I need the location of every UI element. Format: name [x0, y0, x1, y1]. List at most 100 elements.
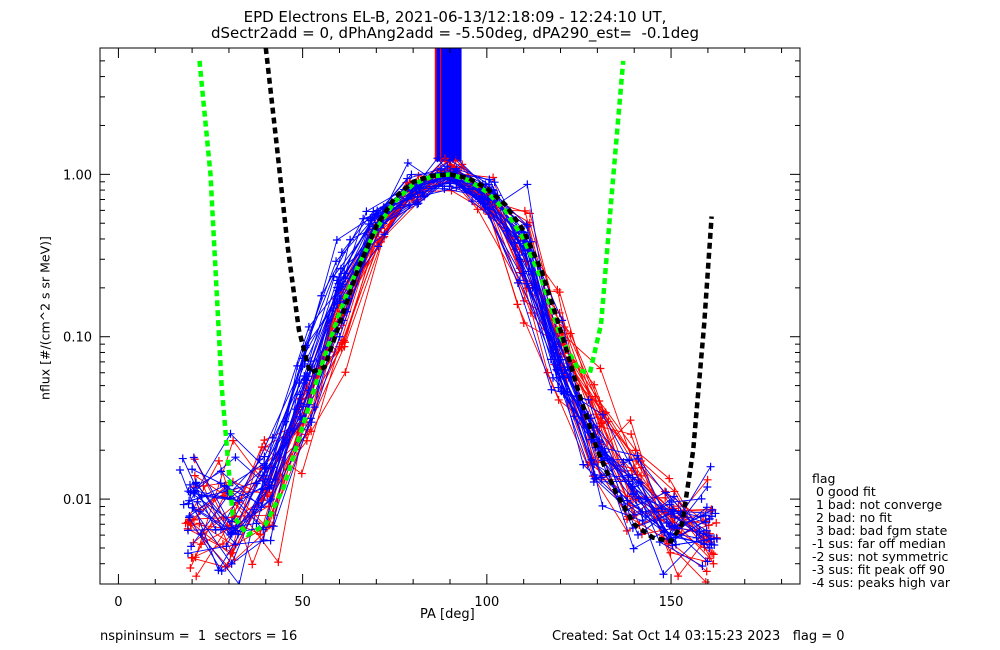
series-1-point	[281, 417, 290, 426]
series-1-point	[420, 192, 429, 201]
series-1-point	[703, 482, 712, 491]
x-tick-label: 100	[474, 595, 499, 610]
series-1-point	[490, 178, 499, 187]
series-0-point	[702, 567, 711, 576]
series-1-point	[335, 332, 344, 341]
series-1-point	[662, 488, 671, 497]
series-1-point	[189, 453, 198, 462]
series-1-point	[337, 248, 346, 257]
series-1-point	[414, 199, 423, 208]
series-0-point	[341, 368, 350, 377]
legend-item: 0 good fit	[812, 484, 876, 499]
series-1-point	[443, 162, 452, 171]
series-0-point	[489, 173, 498, 182]
series-0-point	[553, 285, 562, 294]
series-1-point	[187, 542, 196, 551]
series-1-point	[369, 207, 378, 216]
series-1-point	[513, 278, 522, 287]
series-1-point	[403, 158, 412, 167]
series-1-point	[638, 507, 647, 516]
series-1-point	[193, 497, 202, 506]
series-1-trace	[188, 172, 705, 572]
series-1-point	[555, 363, 564, 372]
series-1-point	[216, 525, 225, 534]
series-1-point	[186, 488, 195, 497]
series-1-point	[231, 453, 240, 462]
series-1-point	[546, 355, 555, 364]
series-1-point	[300, 360, 309, 369]
series-1-point	[623, 496, 632, 505]
series-1-point	[629, 544, 638, 553]
series-1-point	[628, 482, 637, 491]
series-0-point	[701, 578, 710, 584]
series-0-point	[708, 549, 717, 558]
series-0-point	[229, 436, 238, 445]
series-0-point	[260, 436, 269, 445]
legend-item: -3 sus: fit peak off 90	[812, 562, 945, 577]
series-1-point	[175, 465, 184, 474]
series-1-point	[547, 385, 556, 394]
fit-curve-3	[263, 48, 714, 544]
series-1-point	[304, 322, 313, 331]
series-1-point	[300, 371, 309, 380]
series-1-point	[702, 503, 711, 512]
series-0-point	[297, 469, 306, 478]
series-1-point	[252, 519, 261, 528]
series-1-point	[192, 478, 201, 487]
series-0-point	[590, 380, 599, 389]
y-tick-label: 1.00	[63, 168, 92, 183]
chart-title-line2: dSectr2add = 0, dPhAng2add = -5.50deg, d…	[211, 24, 699, 42]
series-1-point	[380, 230, 389, 239]
series-0-point	[703, 475, 712, 484]
series-1-point	[228, 517, 237, 526]
series-1-point	[339, 280, 348, 289]
series-1-point	[217, 567, 226, 576]
series-1-point	[268, 433, 277, 442]
series-1-point	[433, 154, 442, 163]
series-1-point	[235, 580, 244, 584]
series-1-point	[446, 156, 455, 165]
series-1-point	[669, 492, 678, 501]
series-1-point	[634, 530, 643, 539]
series-0-point	[709, 550, 718, 559]
y-tick-label: 0.10	[63, 331, 92, 346]
series-1-point	[310, 403, 319, 412]
x-axis-label: PA [deg]	[420, 607, 475, 622]
series-0-point	[264, 502, 273, 511]
series-1-point	[698, 562, 707, 571]
legend-item: 3 bad: bad fgm state	[812, 523, 948, 538]
beam-region	[434, 48, 462, 162]
series-0-point	[525, 218, 534, 227]
series-0-point	[473, 205, 482, 214]
series-1-point	[641, 511, 650, 520]
series-1-point	[183, 549, 192, 558]
series-1-point	[659, 570, 668, 579]
series-0-point	[665, 474, 674, 483]
x-tick-label: 50	[294, 595, 311, 610]
legend-item: 1 bad: not converge	[812, 497, 943, 512]
series-0-point	[187, 553, 196, 562]
series-1-point	[266, 536, 275, 545]
series-0-point	[631, 446, 640, 455]
series-1-point	[668, 505, 677, 514]
series-1-point	[636, 479, 645, 488]
series-0-point	[248, 560, 257, 569]
series-1-point	[696, 512, 705, 521]
series-0-point	[637, 471, 646, 480]
series-1-point	[231, 540, 240, 549]
legend-item: -4 sus: peaks high var	[812, 575, 951, 590]
legend-item: 2 bad: no fit	[812, 510, 892, 525]
series-1-point	[692, 533, 701, 542]
series-1-point	[188, 465, 197, 474]
series-1-point	[522, 279, 531, 288]
series-1-point	[598, 501, 607, 510]
chart-title-line1: EPD Electrons EL-B, 2021-06-13/12:18:09 …	[243, 8, 667, 26]
legend-item: -2 sus: not symmetric	[812, 549, 949, 564]
series-1-point	[258, 471, 267, 480]
series-0-point	[674, 572, 683, 581]
series-1-point	[185, 511, 194, 520]
series-1-point	[196, 507, 205, 516]
series-0-point	[591, 392, 600, 401]
series-1-point	[185, 480, 194, 489]
